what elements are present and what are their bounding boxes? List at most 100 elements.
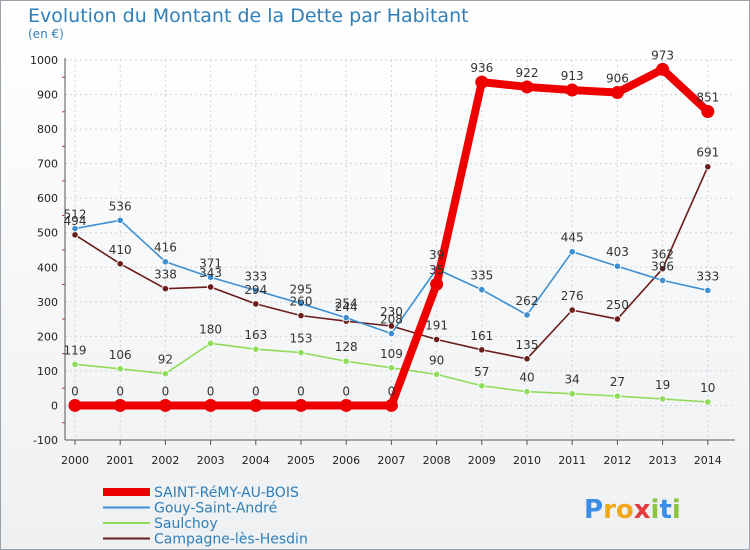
data-point xyxy=(704,286,712,295)
data-label: 0 xyxy=(116,384,124,398)
data-label: 0 xyxy=(342,384,350,398)
y-tick-label: 800 xyxy=(37,123,58,136)
data-point xyxy=(523,311,531,319)
data-point xyxy=(71,224,79,233)
x-tick-label: 2010 xyxy=(513,454,541,467)
brand-wordmark: Proxiti xyxy=(584,495,681,525)
series-saint-remy-au-bois xyxy=(68,62,715,412)
data-labels: 0 0 0 0 0 0 0 0 35 936 922 913 906 973 851 512 536 416 371… xyxy=(64,48,720,398)
data-label: 906 xyxy=(606,71,629,85)
y-tick-label: 100 xyxy=(37,365,58,378)
data-point xyxy=(116,365,124,373)
data-point xyxy=(478,346,486,354)
data-point xyxy=(701,104,715,118)
chart-unit: (en €) xyxy=(28,27,64,41)
legend: SAINT-RéMY-AU-BOISGouy-Saint-AndréSaulch… xyxy=(103,485,308,548)
x-tick-label: 2012 xyxy=(603,454,631,467)
data-point xyxy=(568,306,576,314)
data-label: 254 xyxy=(335,297,358,311)
x-tick-label: 2014 xyxy=(694,454,722,467)
data-point xyxy=(68,398,82,412)
data-label: 691 xyxy=(696,146,719,160)
legend-label: Campagne-lès-Hesdin xyxy=(154,532,308,548)
data-point xyxy=(478,382,486,390)
data-point xyxy=(658,265,667,273)
data-label: 403 xyxy=(606,245,629,259)
data-label: 913 xyxy=(561,69,584,83)
data-point xyxy=(523,355,531,363)
data-label: 276 xyxy=(561,289,584,303)
data-point xyxy=(207,283,215,291)
x-tick-label: 2005 xyxy=(287,454,315,467)
x-tick-label: 2007 xyxy=(377,454,405,467)
brand-logo: Proxiti xyxy=(584,495,681,525)
data-label: 494 xyxy=(64,214,87,228)
series-campagne-les-hesdin xyxy=(71,163,712,363)
series-layer xyxy=(68,62,715,412)
data-label: 153 xyxy=(290,332,313,346)
data-label: 10 xyxy=(700,381,715,395)
data-point xyxy=(656,62,670,76)
x-tick-label: 2000 xyxy=(61,454,89,467)
brand-letter: t xyxy=(659,495,671,525)
data-label: 244 xyxy=(335,300,358,314)
axes: -100010020030040050060070080090010002000… xyxy=(30,54,735,467)
data-label: 343 xyxy=(199,266,222,280)
data-point xyxy=(161,285,169,293)
data-label: 163 xyxy=(244,328,267,342)
data-point xyxy=(387,322,395,330)
data-label: 371 xyxy=(199,256,222,270)
y-tick-label: 400 xyxy=(37,261,58,274)
x-tick-label: 2008 xyxy=(423,454,451,467)
series-gouy-saint-andre xyxy=(71,216,712,338)
y-tick-label: -100 xyxy=(33,434,58,447)
y-tick-label: 500 xyxy=(37,227,58,240)
data-label: 333 xyxy=(244,269,267,283)
chart-title: Evolution du Montant de la Dette par Hab… xyxy=(28,5,469,27)
legend-label: Saulchoy xyxy=(154,516,218,532)
data-label: 0 xyxy=(252,384,260,398)
data-label: 35 xyxy=(429,263,444,277)
data-point xyxy=(161,370,169,378)
data-point xyxy=(207,273,215,281)
data-point xyxy=(430,277,444,291)
data-label: 230 xyxy=(380,305,403,319)
data-point xyxy=(297,312,305,320)
y-tick-label: 700 xyxy=(37,158,58,171)
data-point xyxy=(113,398,127,412)
brand-letter: x xyxy=(634,495,651,525)
data-point xyxy=(610,85,624,99)
data-point xyxy=(71,360,79,368)
data-point xyxy=(520,80,534,94)
data-label: 0 xyxy=(297,384,305,398)
data-label: 294 xyxy=(244,283,267,297)
data-label: 262 xyxy=(516,294,539,308)
data-point xyxy=(342,314,350,322)
x-tick-label: 2011 xyxy=(558,454,586,467)
data-point xyxy=(249,398,263,412)
data-point xyxy=(158,398,172,412)
data-label: 0 xyxy=(71,384,79,398)
data-point xyxy=(207,339,215,347)
data-point xyxy=(294,398,308,412)
data-point xyxy=(704,398,712,406)
data-label: 40 xyxy=(519,371,534,385)
data-point xyxy=(387,329,395,338)
data-point xyxy=(613,392,622,400)
brand-letter: i xyxy=(672,495,681,525)
x-tick-label: 2003 xyxy=(197,454,225,467)
data-label: 90 xyxy=(429,353,444,367)
legend-label: Gouy-Saint-André xyxy=(154,501,277,517)
legend-label: SAINT-RéMY-AU-BOIS xyxy=(154,485,299,501)
brand-letter: r xyxy=(603,495,616,525)
data-label: 19 xyxy=(655,378,670,392)
brand-letter: P xyxy=(584,495,603,525)
y-tick-label: 1000 xyxy=(30,54,58,67)
y-tick-label: 300 xyxy=(37,296,58,309)
data-point xyxy=(432,335,441,344)
x-tick-label: 2006 xyxy=(332,454,360,467)
data-label: 191 xyxy=(425,318,448,332)
data-point xyxy=(384,398,398,412)
data-label: 851 xyxy=(696,90,719,104)
data-point xyxy=(297,348,305,357)
